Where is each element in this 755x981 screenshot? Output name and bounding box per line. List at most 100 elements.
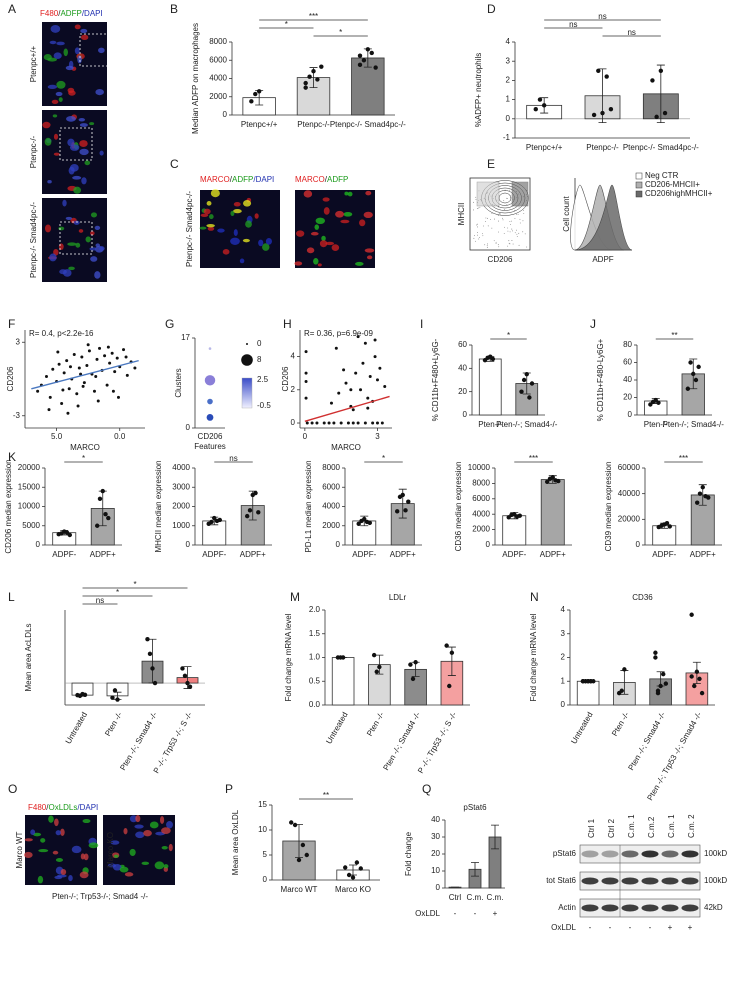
event — [506, 197, 508, 199]
blot-band — [661, 877, 679, 885]
data-point — [521, 377, 527, 383]
event — [474, 235, 475, 237]
data-point — [311, 69, 316, 74]
annotation: R= 0.36, p=6.9e-09 — [304, 329, 373, 338]
x-tick-label: Marco WT — [281, 885, 318, 894]
cell — [321, 235, 326, 242]
treatment-label: OxLDL — [551, 923, 576, 932]
data-point — [658, 68, 664, 74]
event — [526, 246, 528, 248]
x-axis-label: ADPF — [592, 255, 613, 264]
data-point — [57, 362, 61, 366]
data-point — [87, 349, 91, 353]
bar — [331, 657, 355, 706]
y-tick-label: 1000 — [172, 521, 190, 530]
data-point — [689, 612, 694, 617]
treatment-mark: + — [493, 909, 498, 918]
event — [479, 206, 481, 208]
data-point — [85, 364, 89, 368]
cell — [313, 258, 319, 265]
cell — [77, 55, 82, 64]
legend-swatch — [635, 181, 643, 189]
data-point — [110, 351, 114, 355]
cell — [79, 871, 89, 879]
data-point — [106, 515, 111, 521]
data-point — [76, 404, 80, 408]
data-point — [349, 388, 353, 392]
event — [497, 244, 499, 246]
event — [509, 221, 511, 222]
x-tick-label: C.m. — [487, 893, 504, 902]
significance-label: * — [82, 454, 85, 463]
panel-letter: A — [8, 2, 16, 16]
panel-letter: K — [8, 450, 16, 464]
data-point — [667, 524, 672, 529]
event — [472, 209, 474, 211]
size-legend-dot — [241, 354, 253, 366]
cell — [69, 164, 79, 172]
y-tick-label: 4 — [291, 352, 296, 361]
panel-letter: N — [530, 590, 539, 604]
event — [479, 236, 480, 238]
cell — [74, 24, 81, 30]
cell — [81, 177, 87, 185]
y-axis-label: PD-L1 median expression — [304, 460, 313, 552]
event — [514, 218, 516, 219]
y-tick-label: 4000 — [322, 502, 340, 511]
lane-label: Ctrl 2 — [607, 818, 616, 838]
cell — [306, 247, 315, 254]
x-axis-label: CD206 — [488, 255, 513, 264]
cell — [129, 848, 136, 857]
y-tick-label: 60 — [458, 340, 467, 349]
cell — [233, 202, 241, 207]
data-point — [68, 365, 72, 369]
panel-letter: C — [170, 157, 179, 171]
blot-row-label: Actin — [558, 903, 576, 912]
data-point — [300, 842, 306, 848]
cell — [48, 815, 54, 823]
cell — [222, 249, 230, 255]
data-point — [366, 406, 370, 410]
cell — [233, 229, 238, 237]
data-point — [340, 655, 346, 660]
cell — [119, 866, 129, 873]
panel-letter: I — [420, 317, 423, 331]
panel-letter: B — [170, 2, 178, 16]
data-point — [51, 367, 55, 371]
data-point — [67, 387, 71, 391]
data-point — [103, 512, 108, 517]
blot-band — [681, 904, 699, 912]
x-tick-label: CD206 — [198, 432, 223, 441]
y-axis-label: Clusters — [174, 368, 183, 397]
cell — [24, 851, 33, 859]
event — [487, 243, 488, 245]
x-tick-label: Pten -/- — [610, 710, 631, 738]
y-tick-label: 17 — [181, 333, 190, 342]
data-point — [693, 377, 699, 383]
cell — [294, 261, 303, 266]
data-point — [303, 80, 308, 86]
x-tick-label: Ptenpc+/+ — [241, 120, 278, 129]
cell — [80, 34, 89, 41]
x-tick-label: ADPF- — [502, 550, 526, 559]
lane-label: C.m.2 — [647, 816, 656, 838]
data-point — [664, 520, 670, 526]
event — [516, 229, 517, 231]
event — [485, 221, 486, 222]
data-point — [550, 475, 555, 480]
gate — [476, 181, 500, 207]
cell — [258, 239, 264, 247]
cell — [42, 121, 51, 129]
event — [474, 240, 476, 242]
cell — [319, 240, 328, 248]
y-axis-label: Fold change mRNA level — [529, 613, 538, 701]
y-tick-label: 2000 — [322, 521, 340, 530]
cell — [310, 231, 319, 236]
x-axis-label: Features — [194, 442, 226, 451]
inset-box — [59, 221, 93, 255]
y-tick-label: 8000 — [322, 463, 340, 472]
data-point — [529, 381, 535, 386]
data-point — [354, 860, 360, 865]
data-point — [378, 366, 382, 370]
cluster-dot — [206, 414, 214, 421]
